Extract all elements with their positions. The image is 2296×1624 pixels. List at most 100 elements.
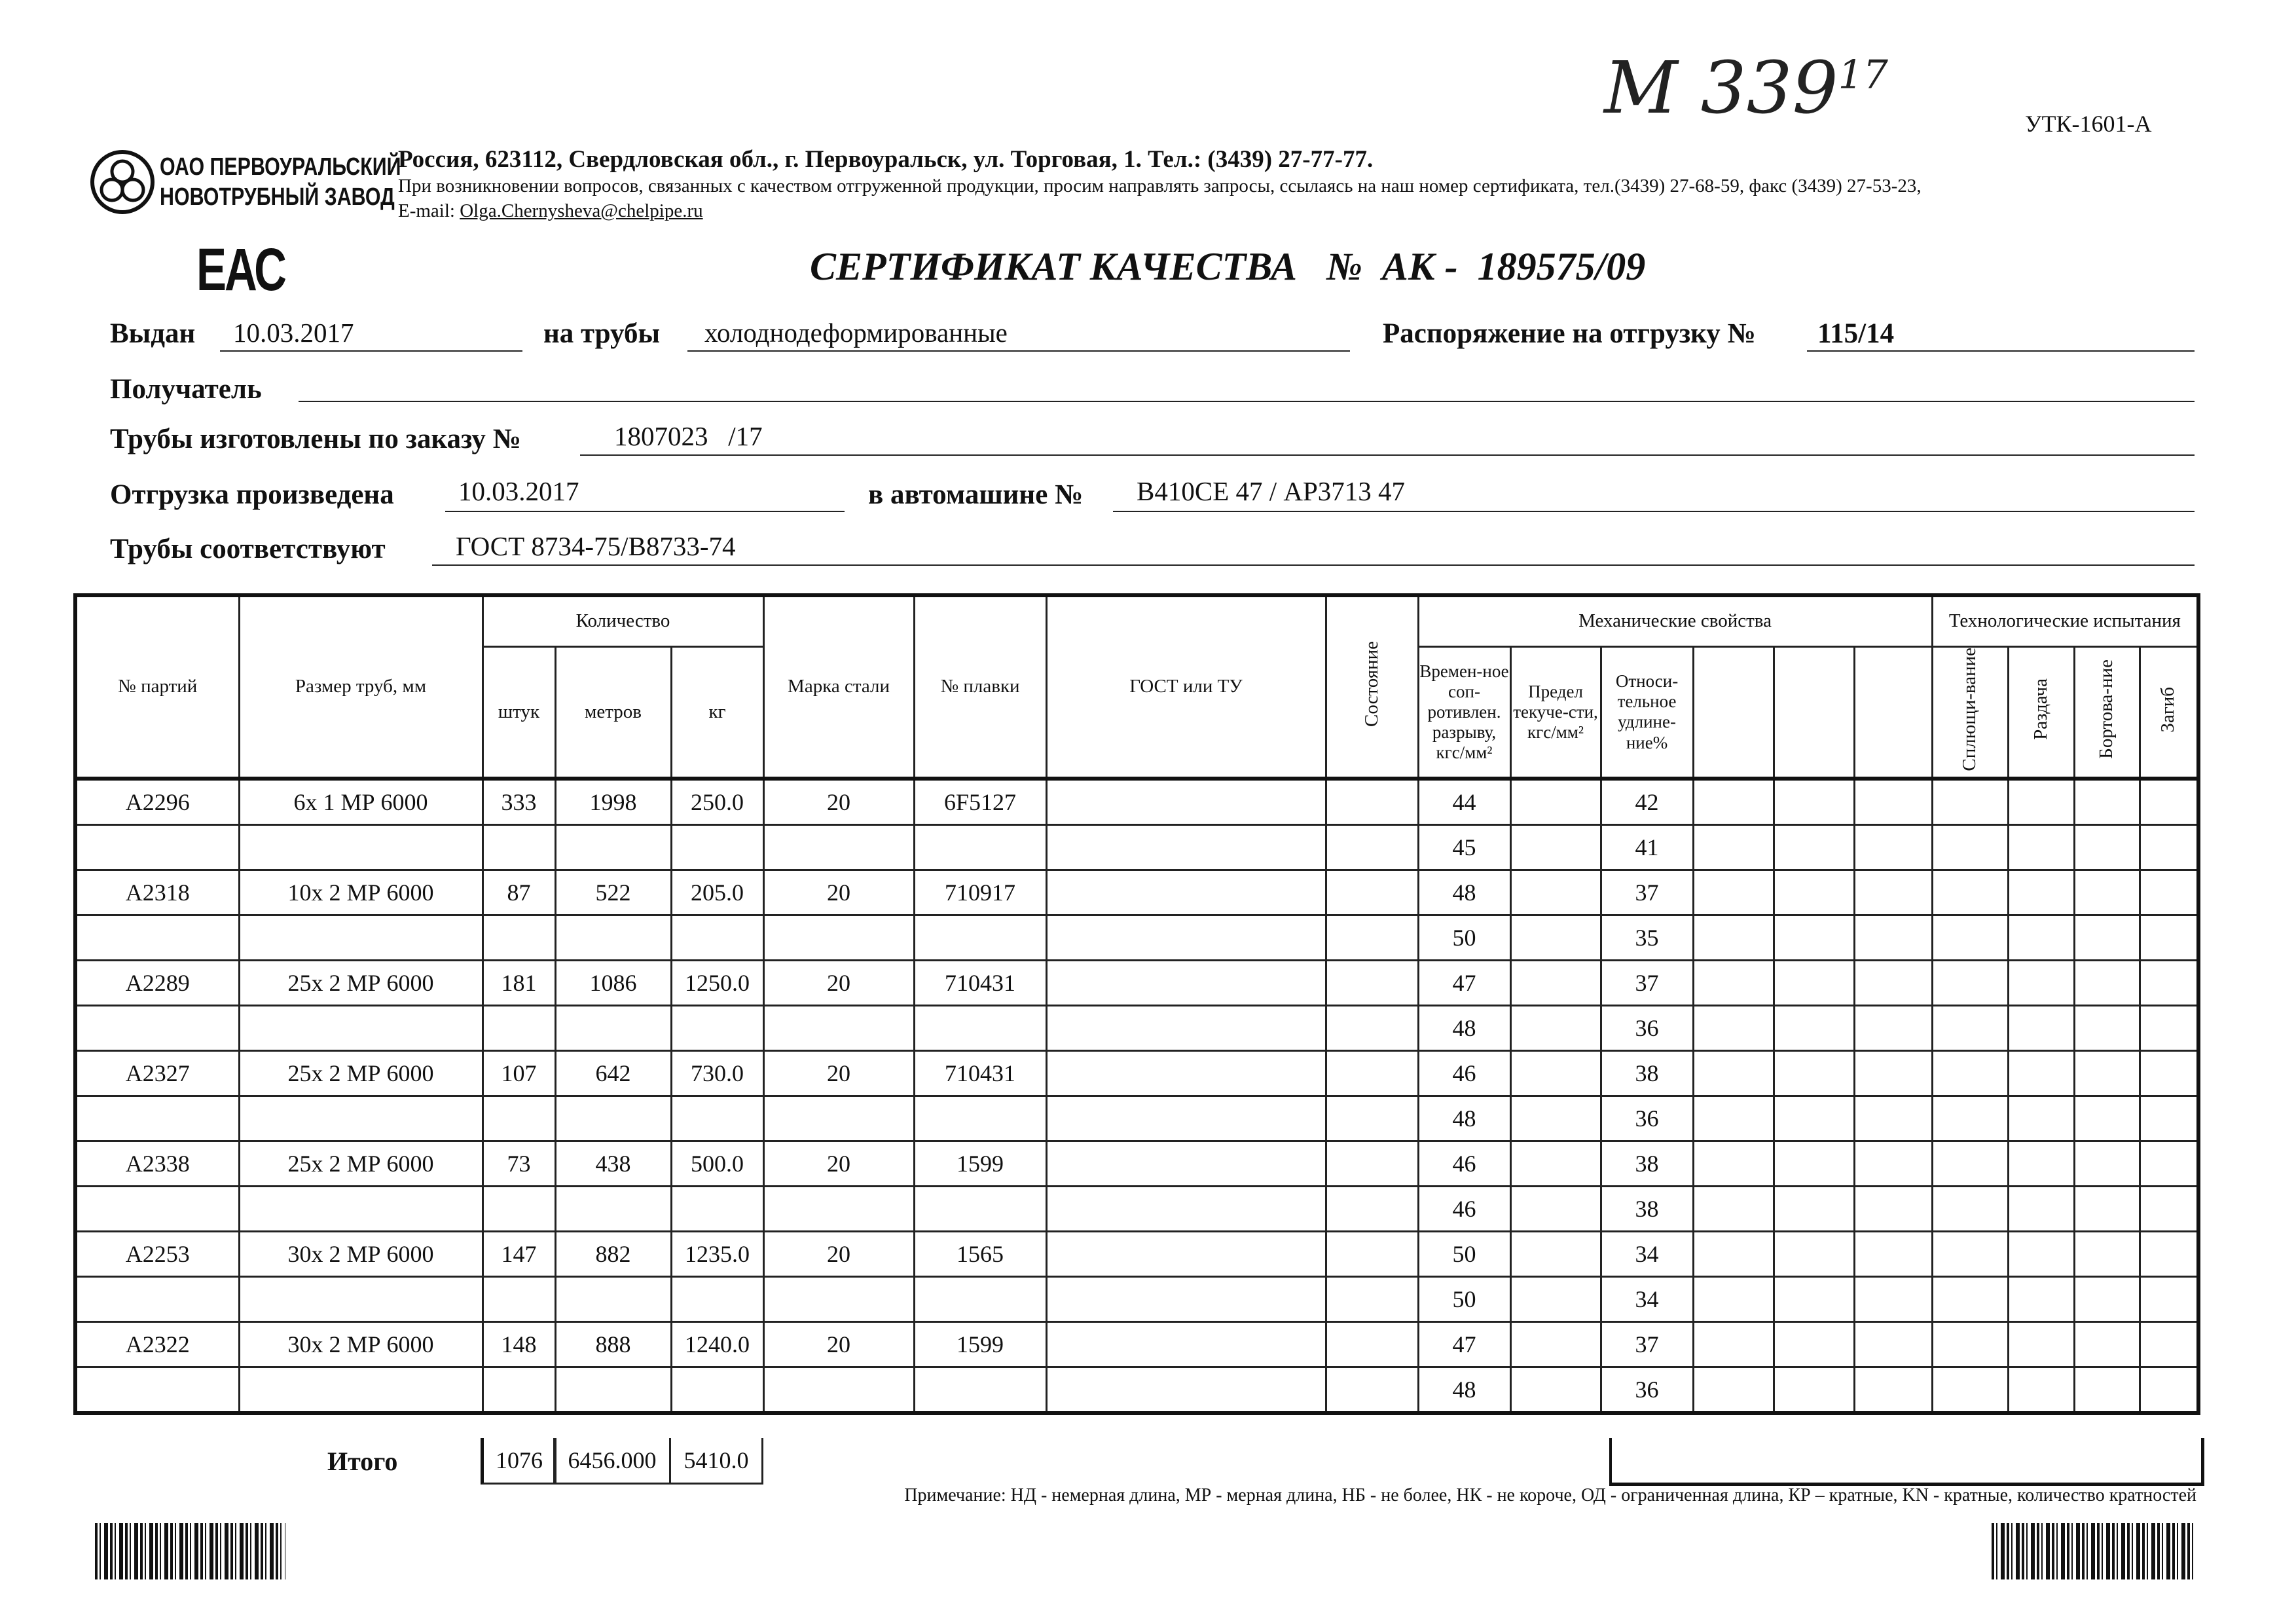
email-label: E-mail: <box>398 200 455 221</box>
cell-size <box>238 913 484 961</box>
conform-value: ГОСТ 8734-75/В8733-74 <box>456 531 736 561</box>
email-link[interactable]: Olga.Chernysheva@chelpipe.ru <box>460 200 703 221</box>
cell-tensile: 50 <box>1417 1230 1512 1278</box>
conform-label: Трубы соответствуют <box>110 534 386 564</box>
cell-state <box>1324 1320 1419 1368</box>
cell-mech-extra <box>1692 913 1775 961</box>
cell-bend <box>2138 913 2200 961</box>
cell-bend <box>2138 959 2200 1006</box>
cell-mech-extra <box>1692 1365 1775 1414</box>
cell-gost <box>1045 777 1327 826</box>
header-size: Размер труб, мм <box>238 594 484 780</box>
cell-gost <box>1045 1049 1327 1097</box>
cell-yield <box>1509 823 1602 871</box>
cell-tensile: 48 <box>1417 1094 1512 1142</box>
cell-mech-extra <box>1853 1094 1933 1142</box>
table-row: А2322 30х 2 МР 6000 148 888 1240.0 20 1599 47 37 <box>74 1320 2200 1368</box>
cell-size: 25х 2 МР 6000 <box>238 1049 484 1097</box>
cell-expand <box>2007 1275 2075 1323</box>
cell-mech-extra <box>1853 1185 1933 1232</box>
header-flatten: Сплющи-вание <box>1931 645 2009 780</box>
cell-mech-extra <box>1692 1049 1775 1097</box>
header-mech: Механические свойства <box>1417 594 1933 648</box>
cell-size: 25х 2 МР 6000 <box>238 959 484 1006</box>
cell-yield <box>1509 1139 1602 1187</box>
cell-state <box>1324 1094 1419 1142</box>
header-state-text: Состояние <box>1360 641 1382 728</box>
cell-pcs: 107 <box>481 1049 556 1097</box>
cell-mech-extra <box>1772 1094 1855 1142</box>
header-heat: № плавки <box>913 594 1048 780</box>
cell-steel <box>762 913 915 961</box>
cell-mech-extra <box>1692 1230 1775 1278</box>
cell-pcs <box>481 1004 556 1052</box>
cell-kg: 1235.0 <box>670 1230 765 1278</box>
handwritten-number: М 33917 <box>1604 46 1888 130</box>
cell-flange <box>2073 913 2141 961</box>
header-mech-empty <box>1772 645 1855 780</box>
header-gost: ГОСТ или ТУ <box>1045 594 1327 780</box>
cell-gost <box>1045 913 1327 961</box>
cell-party <box>74 823 240 871</box>
cell-pcs: 181 <box>481 959 556 1006</box>
cell-bend <box>2138 1320 2200 1368</box>
cell-state <box>1324 1004 1419 1052</box>
made-order-value: 1807023 /17 <box>614 421 763 451</box>
cell-elongation: 36 <box>1599 1004 1694 1052</box>
cell-pcs: 87 <box>481 868 556 916</box>
cell-tensile: 45 <box>1417 823 1512 871</box>
cell-heat: 6F5127 <box>913 777 1048 826</box>
cell-tensile: 46 <box>1417 1049 1512 1097</box>
cell-heat: 1599 <box>913 1139 1048 1187</box>
barcode-right-icon <box>1992 1523 2196 1579</box>
cell-heat <box>913 1275 1048 1323</box>
header-flange: Бортова-ние <box>2073 645 2141 780</box>
cell-steel <box>762 1185 915 1232</box>
cell-heat <box>913 1365 1048 1414</box>
cell-state <box>1324 868 1419 916</box>
cell-bend <box>2138 823 2200 871</box>
vehicle-label: в автомашине № <box>868 479 1084 510</box>
cell-party: А2318 <box>74 868 240 916</box>
cell-state <box>1324 1049 1419 1097</box>
cell-kg: 1250.0 <box>670 959 765 1006</box>
cell-gost <box>1045 1275 1327 1323</box>
header-quantity: Количество <box>481 594 765 648</box>
cell-mech-extra <box>1772 1365 1855 1414</box>
cell-tensile: 46 <box>1417 1139 1512 1187</box>
handwritten-sup: 17 <box>1838 52 1888 98</box>
total-pcs: 1076 <box>481 1438 556 1485</box>
table-row: А2338 25х 2 МР 6000 73 438 500.0 20 1599 46 38 <box>74 1139 2200 1187</box>
cell-mech-extra <box>1692 1004 1775 1052</box>
cell-yield <box>1509 1275 1602 1323</box>
cell-kg <box>670 823 765 871</box>
cell-yield <box>1509 1365 1602 1414</box>
cell-bend <box>2138 1004 2200 1052</box>
cell-elongation: 38 <box>1599 1185 1694 1232</box>
cell-bend <box>2138 777 2200 826</box>
cell-expand <box>2007 823 2075 871</box>
cell-heat <box>913 1094 1048 1142</box>
cell-party <box>74 1365 240 1414</box>
cell-bend <box>2138 868 2200 916</box>
cell-elongation: 37 <box>1599 868 1694 916</box>
cell-meters <box>554 823 672 871</box>
email-line: E-mail: Olga.Chernysheva@chelpipe.ru <box>398 200 703 222</box>
made-order-label: Трубы изготовлены по заказу № <box>110 424 521 454</box>
header-pcs: штук <box>481 645 556 780</box>
pipes-value: холоднодеформированные <box>704 318 1008 348</box>
header-expand-text: Раздача <box>2030 678 2051 741</box>
cell-flange <box>2073 1139 2141 1187</box>
cell-flatten <box>1931 1094 2009 1142</box>
cell-party: А2322 <box>74 1320 240 1368</box>
cell-expand <box>2007 1230 2075 1278</box>
cell-mech-extra <box>1772 1004 1855 1052</box>
eac-mark: ЕАС <box>196 236 287 303</box>
cell-pcs: 73 <box>481 1139 556 1187</box>
cell-gost <box>1045 1230 1327 1278</box>
cell-meters: 888 <box>554 1320 672 1368</box>
table-row: 50 34 <box>74 1275 2200 1323</box>
shipped-label: Отгрузка произведена <box>110 479 394 510</box>
cell-kg: 250.0 <box>670 777 765 826</box>
cell-flange <box>2073 1320 2141 1368</box>
